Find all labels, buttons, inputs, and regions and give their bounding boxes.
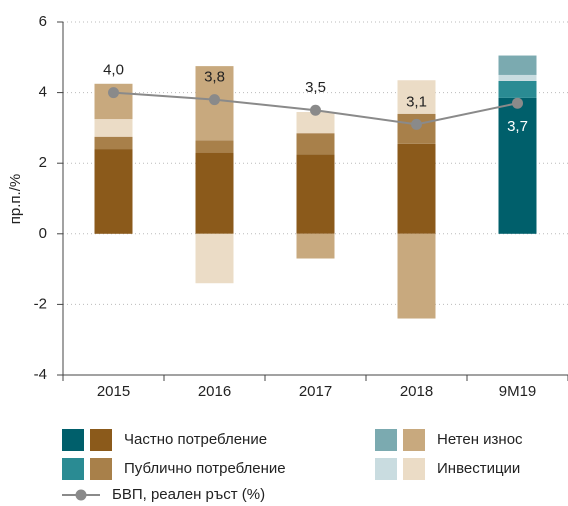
- x-tick-label: 2016: [198, 383, 231, 400]
- x-tick-label: 2015: [97, 383, 130, 400]
- gdp-point: [512, 97, 523, 109]
- legend-swatch: [62, 458, 84, 480]
- bar-segment: [296, 133, 335, 155]
- y-tick-label: -4: [34, 366, 47, 383]
- bar-segment: [498, 97, 537, 234]
- x-tick-label: 2017: [299, 383, 332, 400]
- legend-label: Публично потребление: [124, 460, 286, 477]
- data-label: 3,8: [204, 69, 225, 86]
- y-tick-label: 2: [39, 154, 47, 171]
- bar-segment: [498, 80, 537, 98]
- x-tick-label: 9M19: [499, 383, 537, 400]
- bar-segment: [498, 55, 537, 75]
- legend-swatch: [90, 458, 112, 480]
- legend-marker: [75, 489, 87, 501]
- gdp-point: [209, 94, 220, 106]
- legend-label: БВП, реален ръст (%): [112, 486, 265, 503]
- bar-segment: [195, 140, 234, 153]
- bar-segment: [94, 136, 133, 150]
- gdp-point: [108, 87, 119, 99]
- bar-segment: [498, 74, 537, 81]
- x-tick-label: 2018: [400, 383, 433, 400]
- legend-label: Частно потребление: [124, 431, 267, 448]
- bar-segment: [94, 119, 133, 137]
- data-label: 3,7: [507, 118, 528, 135]
- bar-segment: [296, 233, 335, 259]
- legend-swatch: [403, 429, 425, 451]
- legend-swatch: [375, 429, 397, 451]
- legend-swatch: [403, 458, 425, 480]
- legend-swatch: [62, 429, 84, 451]
- data-label: 3,5: [305, 79, 326, 96]
- legend-swatch: [90, 429, 112, 451]
- data-label: 3,1: [406, 93, 427, 110]
- bar-segment: [397, 233, 436, 319]
- y-tick-label: 6: [39, 13, 47, 30]
- data-label: 4,0: [103, 62, 124, 79]
- y-axis-label: пр.п./%: [7, 174, 24, 224]
- bar-segment: [296, 154, 335, 234]
- legend-label: Инвестиции: [437, 460, 520, 477]
- bar-segment: [397, 143, 436, 234]
- bar-segment: [195, 152, 234, 234]
- legend-swatch: [375, 458, 397, 480]
- gdp-point: [411, 118, 422, 130]
- y-tick-label: -2: [34, 295, 47, 312]
- bar-segment: [94, 149, 133, 234]
- gdp-point: [310, 104, 321, 116]
- bar-segment: [195, 233, 234, 284]
- legend-label: Нетен износ: [437, 431, 523, 448]
- bar-segment: [296, 112, 335, 134]
- y-tick-label: 0: [39, 225, 47, 242]
- y-tick-label: 4: [39, 84, 47, 101]
- bar-segment: [397, 80, 436, 114]
